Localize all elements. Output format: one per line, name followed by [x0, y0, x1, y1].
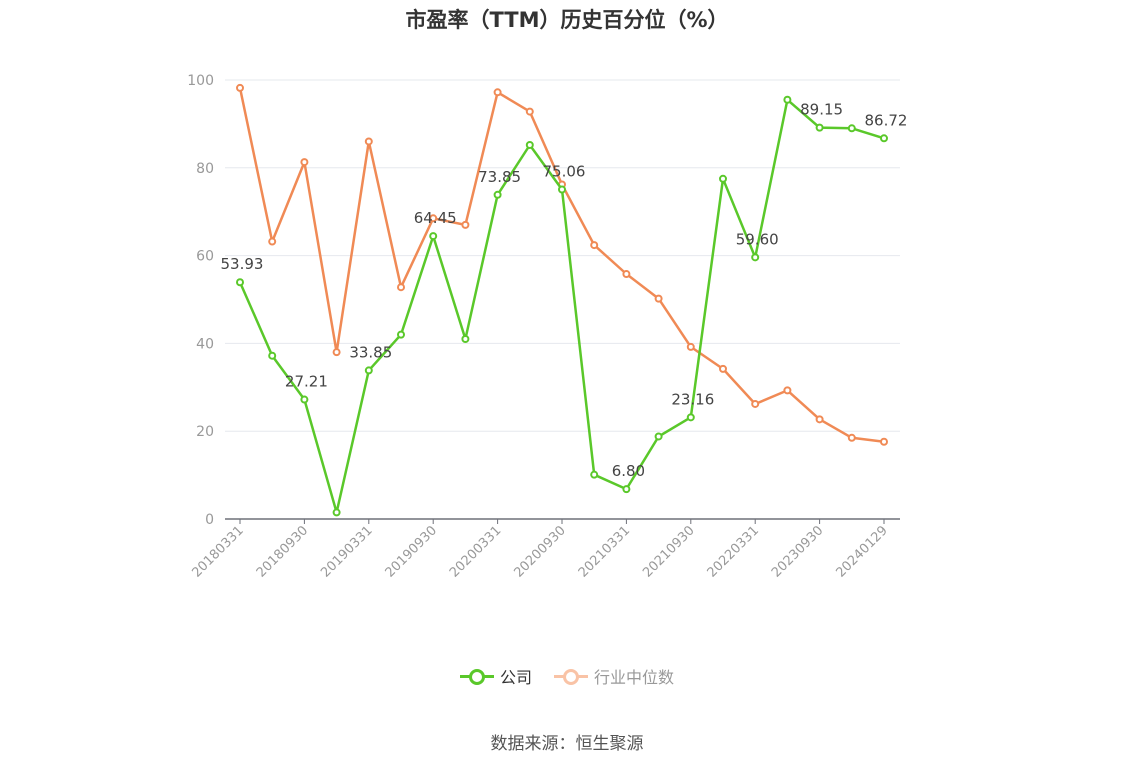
data-point-industry-20191231: [461, 220, 470, 229]
data-point-industry-20190930: [429, 214, 438, 223]
data-point-industry-20200630: [525, 107, 534, 116]
data-point-industry-20210331: [622, 270, 631, 279]
legend-item-company[interactable]: 公司: [459, 664, 532, 688]
data-point-industry-20180930: [300, 158, 309, 167]
data-point-industry-20190331: [364, 137, 373, 146]
data-point-industry-20210930: [686, 342, 695, 351]
data-point-company-20211231: [719, 174, 727, 183]
series-lines: [236, 83, 888, 517]
data-point-company-20180630: [268, 351, 277, 360]
y-tick-label-40: 40: [196, 336, 214, 352]
legend-swatch-industry: [554, 669, 588, 685]
y-tick-label-60: 60: [196, 249, 214, 265]
data-point-industry-20210630: [654, 294, 663, 303]
x-tick-label-20220331: 20220331: [705, 523, 762, 580]
x-tick-label-20180331: 20180331: [189, 523, 246, 580]
data-point-industry-20230930: [815, 415, 824, 424]
data-point-company-20200331: [493, 190, 502, 199]
data-point-company-20181231: [332, 508, 341, 517]
legend: 公司 行业中位数: [0, 664, 1134, 688]
data-point-industry-20211231: [719, 364, 727, 373]
data-point-industry-20180630: [268, 237, 277, 246]
x-tick-label-20200331: 20200331: [447, 523, 504, 580]
data-point-company-20230930: [815, 123, 824, 132]
x-tick-label-20190331: 20190331: [318, 523, 375, 580]
data-label-20180331: 53.93: [221, 255, 264, 273]
data-point-company-20191231: [461, 335, 470, 344]
data-label-20200331: 73.85: [478, 168, 521, 186]
data-point-industry-20231231: [847, 433, 856, 442]
data-label-20190331: 33.85: [349, 343, 392, 361]
data-label-20210331: 6.80: [612, 462, 645, 480]
data-point-company-20210630: [654, 432, 663, 441]
data-label-20200930: 75.06: [543, 162, 586, 180]
data-point-company-20210930: [686, 413, 695, 422]
legend-label-industry: 行业中位数: [594, 668, 675, 687]
data-point-company-20220630: [783, 95, 792, 104]
data-point-company-20180930: [300, 395, 309, 404]
data-point-company-20190630: [397, 330, 405, 339]
data-point-company-20240129: [880, 134, 888, 143]
data-point-company-20200930: [558, 185, 566, 194]
x-tick-label-20230930: 20230930: [769, 523, 826, 580]
data-label-20210930: 23.16: [671, 390, 714, 408]
data-label-20240129: 86.72: [865, 111, 908, 129]
y-tick-label-20: 20: [196, 424, 214, 440]
data-point-company-20180331: [236, 278, 244, 287]
x-tick-label-20210331: 20210331: [576, 523, 633, 580]
data-point-industry-20181231: [332, 348, 341, 357]
data-label-20230930: 89.15: [800, 101, 843, 119]
data-label-20190930: 64.45: [414, 209, 457, 227]
chart-title: 市盈率（TTM）历史百分位（%）: [405, 8, 729, 32]
data-point-company-20190930: [429, 232, 438, 241]
data-point-industry-20200331: [493, 88, 502, 97]
legend-item-industry[interactable]: 行业中位数: [554, 664, 674, 688]
x-tick-label-20240129: 20240129: [833, 523, 890, 580]
data-point-industry-20201231: [590, 241, 599, 250]
data-labels: 53.93 27.21 33.85 64.45 73.85 75.06 6.80 23.16 5…: [221, 101, 908, 481]
data-point-industry-20240129: [880, 437, 888, 446]
y-tick-label-0: 0: [205, 512, 214, 528]
y-tick-label-80: 80: [196, 161, 214, 177]
data-point-industry-20190630: [397, 283, 405, 292]
x-tick-label-20200930: 20200930: [511, 523, 568, 580]
data-point-company-20231231: [847, 124, 856, 133]
data-point-company-20210331: [622, 485, 631, 494]
x-tick-label-20180930: 20180930: [254, 523, 311, 580]
data-point-company-20200630: [525, 140, 534, 149]
y-tick-label-100: 100: [187, 73, 214, 89]
axes: 0 20 40 60 80 100 20180331 20180930 20190331 2019…: [187, 73, 900, 581]
data-label-20180930: 27.21: [285, 373, 328, 391]
data-point-company-20190331: [364, 366, 373, 375]
legend-swatch-company: [459, 669, 494, 685]
data-source: 数据来源：恒生聚源: [490, 734, 644, 754]
data-point-company-20201231: [590, 470, 599, 479]
data-point-industry-20220630: [783, 386, 792, 395]
data-point-industry-20180331: [236, 83, 244, 92]
data-point-company-20220331: [751, 253, 760, 262]
x-tick-label-20210930: 20210930: [640, 523, 697, 580]
data-label-20220331: 59.60: [736, 230, 779, 248]
legend-label-company: 公司: [499, 668, 532, 687]
x-tick-label-20190930: 20190930: [383, 523, 440, 580]
data-point-industry-20220331: [751, 399, 760, 408]
